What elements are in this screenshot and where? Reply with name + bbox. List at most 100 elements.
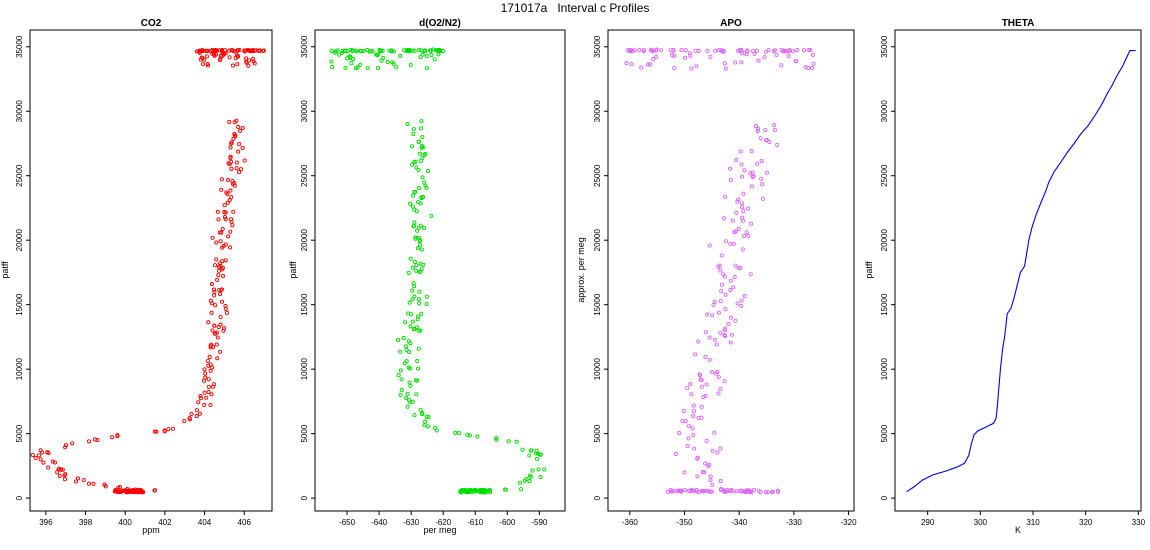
data-point (739, 205, 745, 210)
data-point (681, 409, 686, 414)
data-point (695, 455, 700, 460)
data-point (760, 196, 766, 201)
data-point (229, 140, 234, 145)
data-point (424, 294, 429, 299)
y-tick-label: 0 (300, 495, 309, 500)
data-point (210, 365, 215, 370)
data-point (217, 287, 222, 293)
data-point (767, 139, 772, 145)
data-point (348, 47, 353, 53)
y-tick-label: 5000 (15, 424, 24, 442)
data-point (218, 263, 223, 268)
data-point (208, 343, 213, 348)
x-tick-label: -350 (677, 518, 694, 527)
data-point (200, 62, 206, 67)
y-tick-label: 30000 (300, 100, 309, 123)
data-point (407, 349, 412, 355)
data-point (685, 444, 690, 449)
data-point (692, 446, 697, 451)
data-point (152, 488, 158, 493)
data-point (723, 333, 728, 339)
data-point (429, 53, 434, 58)
data-point (626, 48, 631, 53)
data-point (222, 210, 227, 215)
x-axis-label-o2n2: per meg (423, 525, 456, 535)
data-point (52, 460, 57, 465)
x-axis-label-co2: ppm (142, 525, 160, 535)
data-point (230, 63, 236, 68)
data-point (750, 170, 755, 175)
data-point (535, 456, 540, 462)
data-point (736, 197, 741, 202)
data-point (38, 457, 43, 462)
data-point (441, 48, 446, 54)
data-point (765, 490, 770, 495)
data-point (417, 186, 422, 191)
data-point (494, 435, 499, 441)
data-point (399, 388, 404, 393)
data-point (719, 49, 724, 54)
data-point (467, 433, 472, 438)
data-point (696, 339, 701, 344)
data-point (700, 488, 705, 493)
data-point (402, 48, 407, 53)
y-tick-label: 35000 (15, 35, 24, 58)
data-point (407, 300, 412, 305)
data-point (408, 366, 413, 371)
data-point (213, 303, 218, 308)
data-point (754, 48, 759, 53)
data-point (696, 49, 701, 54)
data-point (659, 48, 664, 53)
data-point (418, 151, 423, 156)
x-tick-label: -630 (403, 518, 420, 527)
data-point (464, 489, 470, 494)
data-point (668, 48, 673, 53)
data-point (795, 48, 800, 53)
data-point (38, 448, 43, 453)
data-point (728, 315, 734, 320)
y-tick-label: 25000 (300, 164, 309, 187)
data-point (690, 426, 695, 431)
panel-title-theta: THETA (1002, 18, 1035, 29)
data-point (210, 235, 215, 240)
data-point (763, 490, 768, 495)
data-point (234, 166, 239, 171)
data-point (688, 53, 693, 58)
data-point (725, 487, 730, 493)
data-point (212, 48, 217, 53)
points-apo (624, 47, 816, 495)
data-point (417, 48, 422, 53)
data-point (410, 319, 415, 324)
data-point (735, 199, 740, 204)
data-point (624, 61, 629, 66)
data-point (221, 52, 226, 57)
data-point (742, 294, 747, 299)
data-point (242, 158, 247, 163)
data-point (102, 482, 107, 487)
x-tick-label: 290 (921, 518, 935, 527)
data-point (419, 119, 424, 124)
plot-frame-co2 (29, 29, 273, 512)
data-point (410, 399, 415, 404)
data-point (719, 488, 724, 493)
data-point (506, 439, 511, 444)
data-point (428, 48, 433, 53)
data-point (406, 270, 411, 275)
data-point (152, 429, 157, 434)
data-point (333, 49, 338, 54)
data-point (342, 48, 347, 53)
data-point (350, 48, 355, 53)
data-point (340, 48, 345, 54)
x-tick-label: 300 (974, 518, 988, 527)
data-point (226, 234, 231, 239)
data-point (227, 48, 232, 53)
data-point (416, 328, 422, 333)
data-point (719, 253, 724, 258)
data-point (234, 160, 239, 165)
data-point (708, 474, 713, 479)
data-point (405, 121, 410, 127)
data-point (763, 49, 768, 54)
data-point (410, 204, 415, 209)
y-tick-label: 20000 (15, 229, 24, 252)
